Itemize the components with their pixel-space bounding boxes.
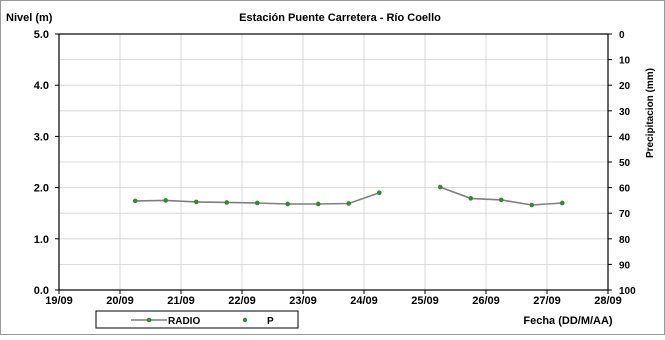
y2-axis-label: Precipitacion (mm) (645, 68, 656, 158)
x-tick-label: 27/09 (533, 295, 561, 307)
x-tick-label: 19/09 (45, 295, 73, 307)
legend-label-radio: RADIO (168, 316, 200, 327)
y-tick-label: 0.0 (34, 285, 49, 297)
y-tick-label: 1.0 (34, 234, 49, 246)
data-point-radio (376, 190, 382, 196)
data-point-radio (132, 198, 138, 204)
x-tick-label: 28/09 (594, 295, 622, 307)
chart-title: Estación Puente Carretera - Río Coello (239, 12, 441, 24)
y2-tick-label: 10 (619, 56, 631, 67)
x-tick-label: 20/09 (106, 295, 134, 307)
y2-tick-label: 90 (619, 260, 631, 271)
x-tick-label: 25/09 (411, 295, 439, 307)
x-tick-label: 26/09 (472, 295, 500, 307)
legend-swatch-marker-p (242, 317, 248, 323)
data-point-radio (498, 197, 504, 203)
data-point-radio (285, 201, 291, 207)
y-tick-label: 5.0 (34, 29, 49, 41)
legend-swatch-marker-radio (146, 317, 152, 323)
y2-axis-ticks: 0 10 20 30 40 50 60 70 80 90 100 (608, 30, 636, 297)
data-point-radio (468, 196, 474, 201)
y2-tick-label: 70 (619, 209, 631, 220)
y2-tick-label: 100 (619, 286, 636, 297)
series-layer (132, 184, 565, 208)
data-point-radio (163, 198, 169, 203)
y2-tick-label: 0 (619, 30, 625, 41)
grid-layer (59, 34, 608, 290)
x-tick-label: 22/09 (228, 295, 256, 307)
y2-tick-label: 60 (619, 184, 631, 195)
data-point-radio (254, 200, 260, 206)
x-tick-label: 24/09 (350, 295, 378, 307)
legend-box (95, 310, 299, 329)
data-point-radio (559, 200, 565, 206)
y-axis-label: Nivel (m) (6, 12, 53, 24)
legend: RADIO P (95, 310, 299, 329)
data-point-radio (437, 184, 443, 190)
x-tick-label: 21/09 (167, 295, 195, 307)
y2-tick-label: 50 (619, 158, 631, 169)
data-point-radio (224, 200, 230, 205)
y-axis-ticks: 0.0 1.0 2.0 3.0 4.0 5.0 (34, 29, 59, 297)
y2-tick-label: 80 (619, 235, 631, 246)
y2-tick-label: 30 (619, 107, 631, 118)
legend-label-p: P (267, 316, 274, 327)
x-axis-ticks: 19/09 20/09 21/09 22/09 23/09 24/09 25/09 26/09… (45, 290, 622, 307)
x-tick-label: 23/09 (289, 295, 317, 307)
x-axis-label: Fecha (DD/M/AA) (523, 315, 613, 327)
data-point-radio (529, 202, 535, 208)
y-tick-label: 4.0 (34, 80, 49, 92)
y2-tick-label: 40 (619, 132, 631, 143)
y2-tick-label: 20 (619, 81, 631, 92)
data-point-radio (315, 201, 321, 207)
data-point-radio (346, 201, 352, 206)
y-tick-label: 2.0 (34, 183, 49, 195)
y-tick-label: 3.0 (34, 131, 49, 143)
data-point-radio (193, 199, 199, 205)
